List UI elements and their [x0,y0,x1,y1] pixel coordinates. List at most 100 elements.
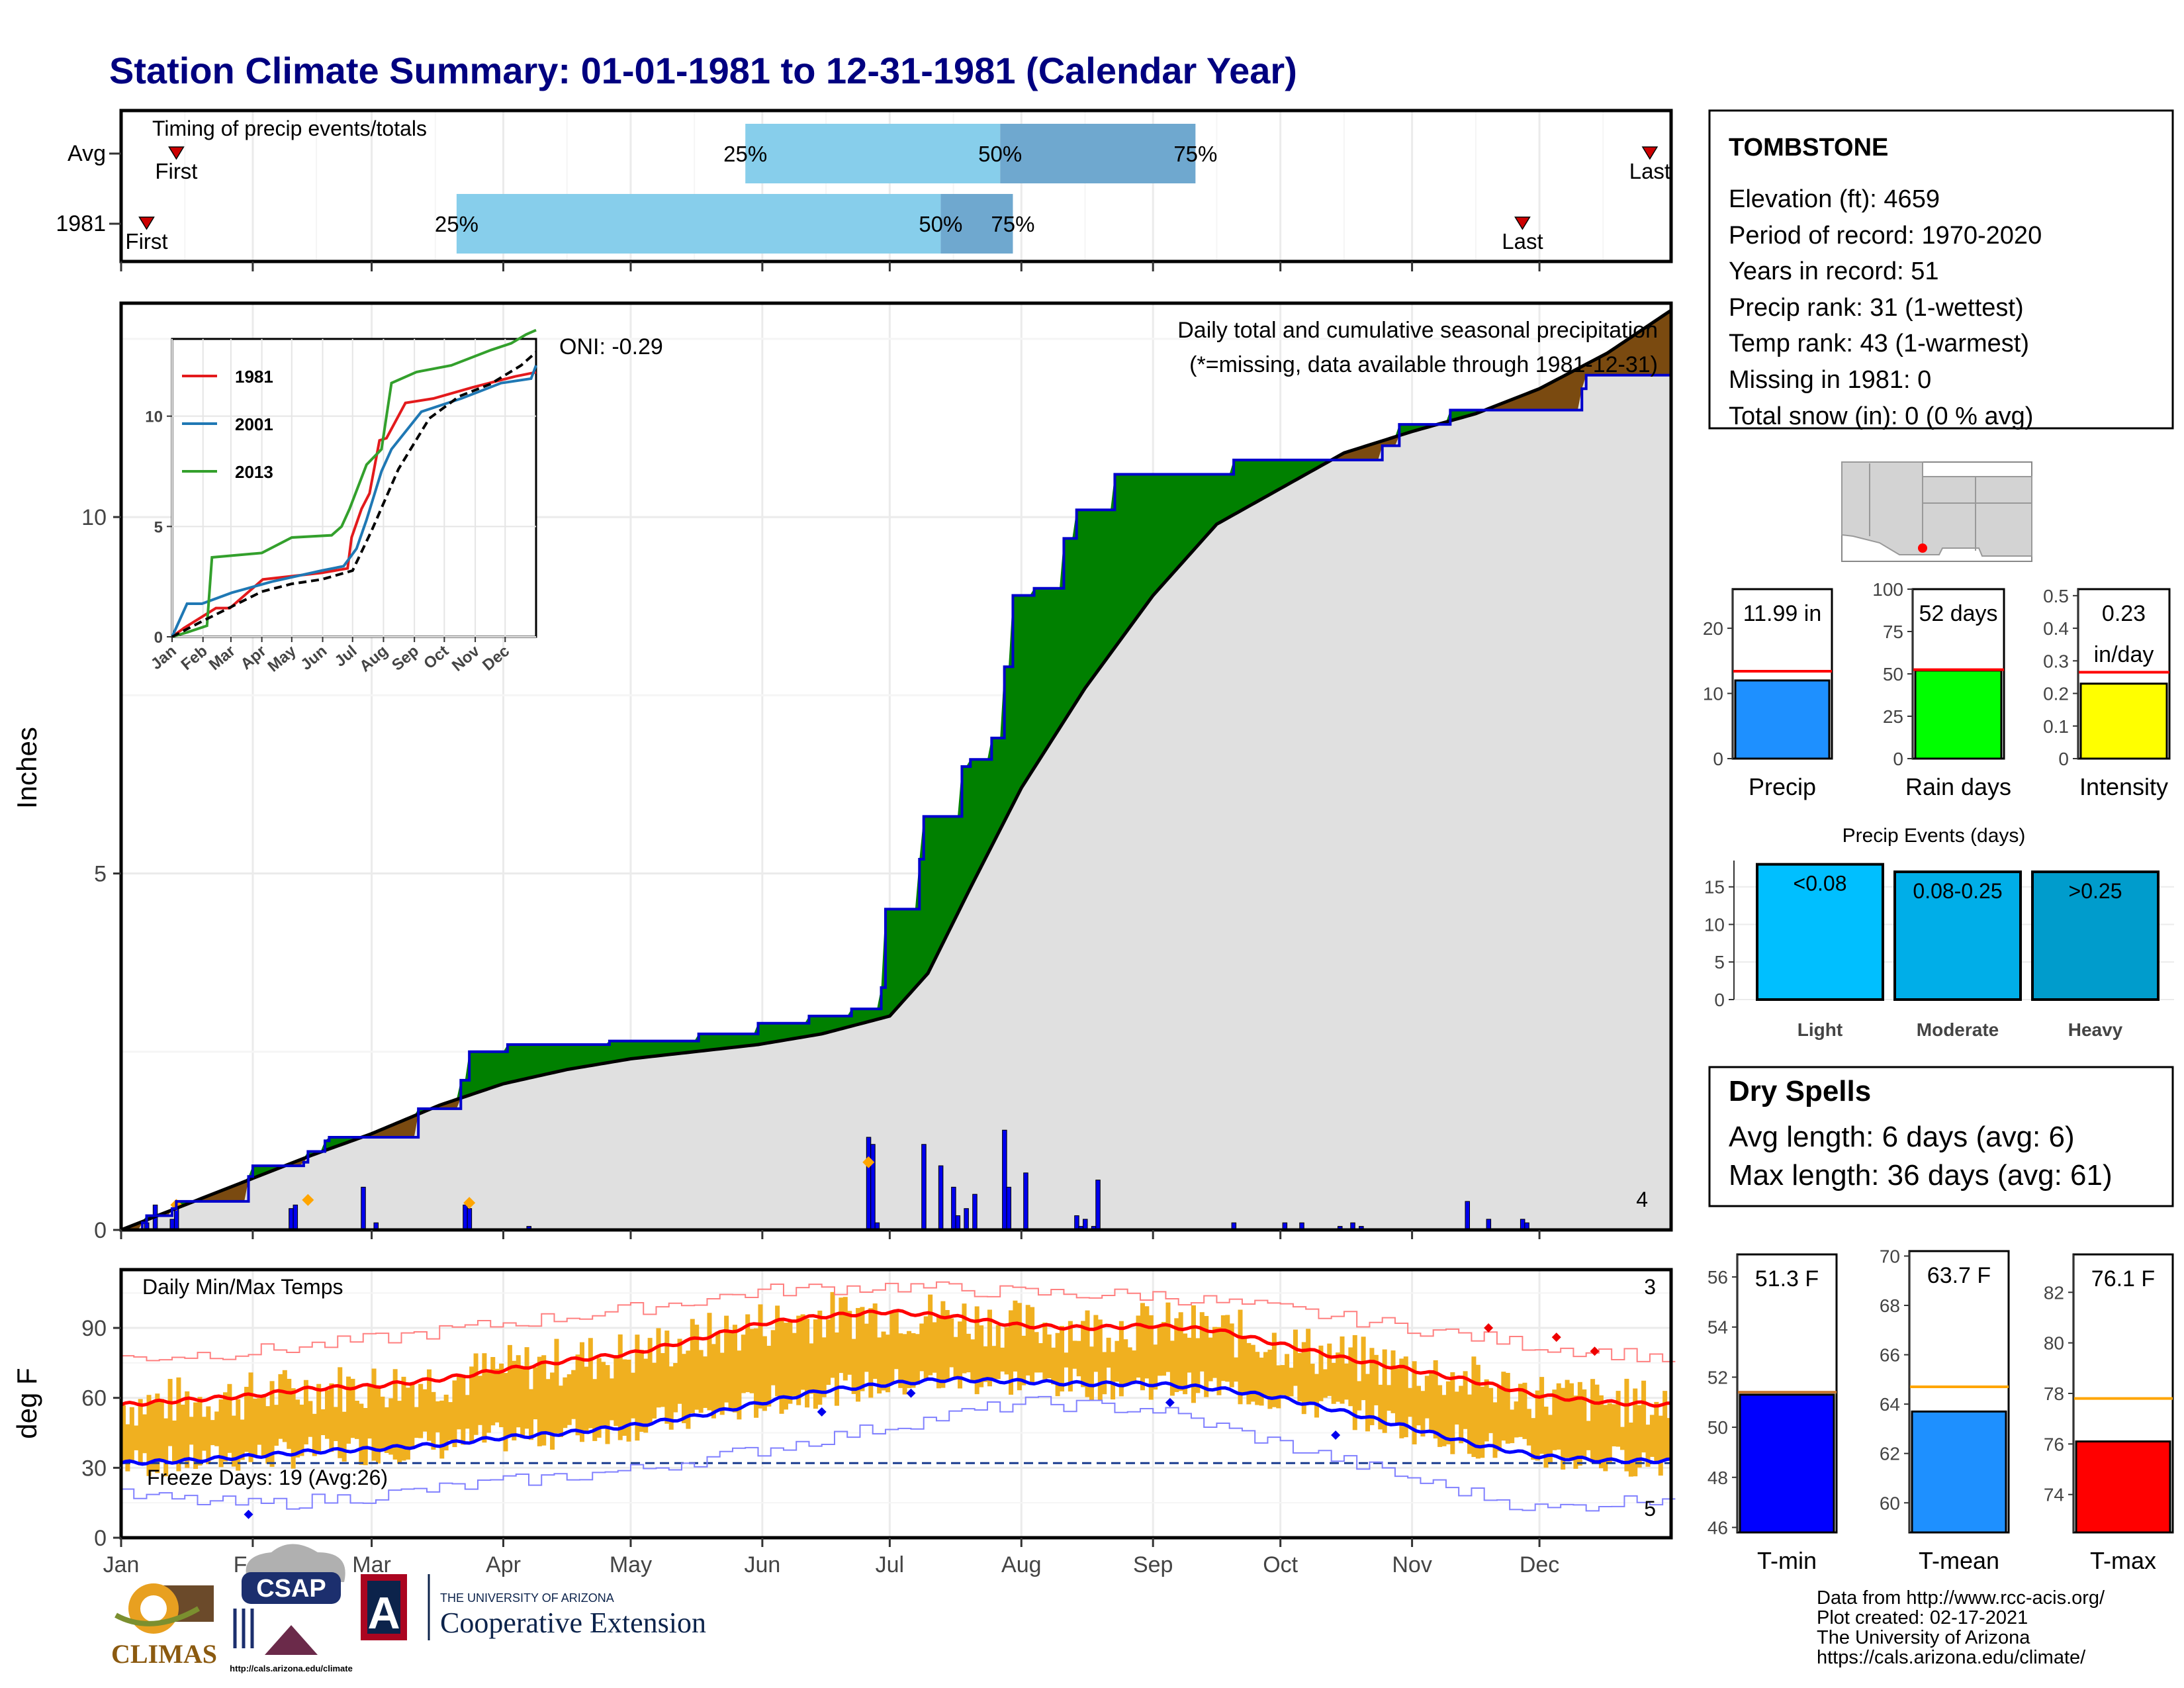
month-tick-label: Mar [352,1552,391,1577]
daily-temp-bar [443,1394,449,1451]
daily-temp-bar [1234,1357,1239,1382]
daily-temp-bar [1561,1387,1566,1470]
daily-temp-bar [197,1397,203,1466]
daily-temp-bar [282,1370,287,1442]
footer-line: Data from http://www.rcc-acis.org/ [1817,1587,2105,1609]
temp-y-axis-title: deg F [11,1368,42,1438]
daily-temp-bar [287,1378,292,1449]
daily-temp-bar [983,1346,988,1382]
daily-temp-bar [269,1381,275,1467]
mini-chart-y-tick-label: 56 [1707,1267,1728,1288]
mini-chart-y-tick-label: 68 [1880,1295,1900,1316]
daily-temp-bar [320,1409,326,1436]
daily-temp-bar [1543,1406,1549,1468]
daily-temp-bar [813,1319,818,1409]
daily-temp-bar [333,1407,338,1441]
month-tick-label: Aug [1001,1552,1042,1577]
daily-temp-bar [1314,1374,1320,1418]
daily-temp-bar [958,1321,963,1389]
mini-chart-y-tick-label: 100 [1872,579,1903,600]
mini-chart-y-tick-label: 75 [1883,622,1903,642]
daily-precip-bar [361,1186,366,1231]
month-tick-label: Oct [1263,1552,1298,1577]
daily-temp-bar [520,1367,525,1438]
freeze-days-label: Freeze Days: 19 (Avg:26) [147,1466,388,1489]
daily-temp-bar [1153,1344,1158,1390]
daily-temp-bar [800,1314,805,1390]
daily-temp-bar [987,1309,992,1387]
daily-temp-bar [1394,1368,1400,1423]
daily-temp-bar [902,1334,907,1395]
timing-bar-25-50 [745,124,1001,183]
daily-temp-bar [639,1350,644,1432]
daily-temp-bar [1191,1305,1196,1403]
daily-temp-bar [1365,1374,1371,1432]
daily-precip-bar [955,1215,961,1231]
daily-temp-bar [1195,1338,1201,1393]
daily-temp-bar [410,1383,415,1450]
daily-temp-bar [1437,1385,1443,1447]
mini-chart-y-tick-label: 78 [2044,1383,2064,1404]
daily-precip-bar [1095,1180,1101,1231]
daily-temp-bar [1467,1394,1473,1454]
mini-chart-bar [1914,669,2003,760]
daily-temp-bar [1607,1403,1612,1464]
record-precip-marker [302,1194,314,1206]
daily-temp-bar [1289,1368,1294,1397]
daily-temp-bar [461,1374,466,1445]
daily-temp-bar [1637,1405,1642,1468]
mini-chart-y-tick-label: 74 [2044,1485,2064,1505]
daily-temp-bar [783,1323,788,1410]
daily-temp-bar [1416,1385,1422,1426]
daily-temp-bar [1267,1349,1273,1409]
month-tick-label: Sep [1133,1552,1173,1577]
daily-temp-bar [1484,1379,1489,1442]
daily-temp-bar [571,1370,576,1419]
events-bin-label: 0.08-0.25 [1913,879,2002,903]
daily-temp-bar [1322,1369,1328,1398]
mini-chart-y-tick-label: 0 [1713,749,1723,769]
timing-last-label: Last [1502,229,1543,254]
daily-temp-bar [397,1401,402,1464]
daily-temp-bar [928,1294,933,1376]
daily-temp-bar [601,1362,606,1429]
daily-temp-bar [1204,1315,1209,1397]
daily-temp-bar [1259,1357,1264,1406]
precip-title-line1: Daily total and cumulative seasonal prec… [1177,318,1658,343]
precip-panel: 0 5 10 Daily total and cumulative seasonal… [11,261,1673,1243]
daily-temp-bar [1471,1356,1477,1458]
mini-chart-y-tick-label: 70 [1880,1246,1900,1266]
daily-temp-bar [482,1353,487,1443]
daily-temp-bar [792,1333,797,1396]
mini-chart-value-label: 0.23 [2102,601,2146,626]
temp-y-tick-label: 90 [81,1316,107,1341]
daily-temp-bar [380,1396,385,1449]
daily-temp-bar [1531,1418,1536,1460]
inset-series-line [171,328,537,638]
station-line: Years in record: 51 [1729,258,1939,285]
month-tick-label: Nov [1392,1552,1432,1577]
daily-temp-bar [1475,1364,1480,1459]
daily-temp-bar [1148,1315,1154,1400]
daily-precip-bar [1465,1201,1471,1231]
daily-temp-bar [1140,1303,1145,1391]
daily-temp-bar [257,1398,262,1445]
daily-temp-bar [1615,1391,1621,1447]
daily-temp-bar [737,1350,742,1420]
daily-precip-bar [1074,1215,1079,1231]
mini-chart-y-tick-label: 66 [1880,1345,1900,1366]
daily-temp-bar [1547,1415,1553,1464]
temp-y-tick-label: 60 [81,1386,107,1411]
mini-chart-y-tick-label: 10 [1703,684,1723,704]
daily-temp-bar [588,1338,593,1429]
daily-temp-bar [1420,1391,1426,1437]
inset-y-tick-label: 5 [154,518,163,536]
daily-temp-bar [1412,1361,1417,1444]
daily-temp-bar [796,1315,801,1405]
daily-temp-bar [291,1388,296,1469]
daily-temp-bar [1132,1350,1137,1382]
daily-temp-bar [469,1366,475,1442]
station-line: Precip rank: 31 (1-wettest) [1729,294,2024,322]
